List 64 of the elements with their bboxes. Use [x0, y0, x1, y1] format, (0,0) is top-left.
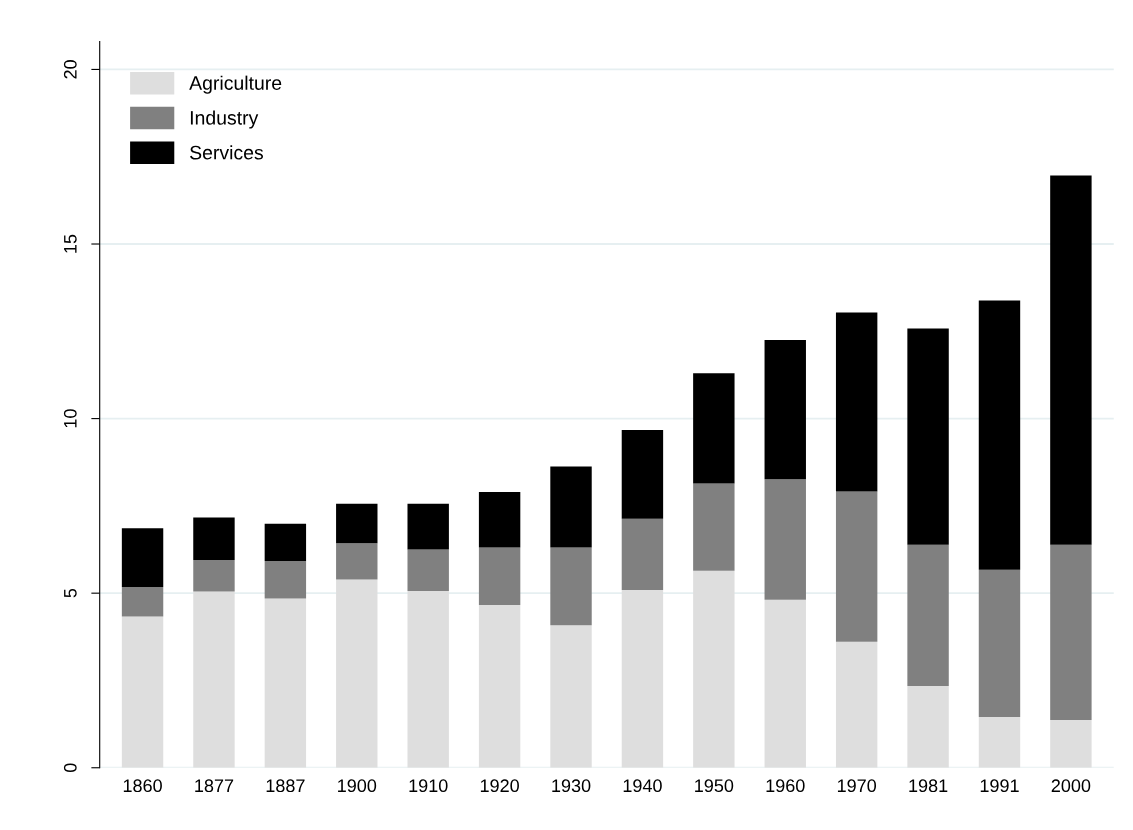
x-tick-label: 2000 — [1051, 779, 1091, 793]
bar — [264, 561, 307, 599]
bar — [121, 586, 164, 617]
x-tick-label: 1981 — [909, 779, 948, 793]
bar — [835, 312, 878, 492]
bar — [478, 605, 521, 768]
x-tick-label: 1910 — [409, 779, 448, 793]
y-tick-label: 0 — [63, 763, 77, 773]
bar — [978, 569, 1021, 718]
bar — [621, 518, 664, 591]
bar — [478, 547, 521, 606]
x-tick-label: 1940 — [623, 779, 662, 793]
bar — [336, 579, 378, 768]
x-tick-label: 1900 — [338, 779, 377, 793]
bar — [1050, 544, 1092, 720]
y-tick-label: 5 — [64, 588, 77, 598]
bar — [764, 479, 806, 600]
bar — [693, 570, 735, 768]
legend-label: Services — [190, 145, 264, 160]
bar — [336, 543, 378, 580]
bar — [407, 549, 449, 592]
bar — [907, 686, 949, 768]
bar — [550, 547, 592, 626]
bar — [193, 560, 235, 592]
bar — [764, 340, 806, 480]
bar — [835, 491, 878, 642]
bar — [407, 503, 449, 550]
bar — [478, 491, 521, 548]
legend-label: Agriculture — [189, 75, 282, 94]
bar — [336, 503, 378, 544]
x-tick-label: 1887 — [266, 779, 305, 793]
bar — [121, 528, 164, 587]
bar — [907, 544, 949, 687]
bar — [764, 599, 806, 768]
bar — [550, 466, 592, 548]
bar — [407, 591, 449, 768]
bar — [621, 590, 664, 768]
x-tick-label: 1930 — [552, 779, 591, 793]
x-tick-label: 1970 — [837, 779, 877, 793]
y-tick-label: 20 — [63, 60, 77, 79]
bar — [193, 517, 235, 560]
bar — [193, 591, 235, 768]
legend-label: Industry — [190, 110, 259, 129]
x-tick-label: 1860 — [123, 779, 162, 793]
bar — [835, 641, 878, 768]
x-tick-label: 1960 — [766, 779, 805, 793]
y-tick-label: 10 — [63, 409, 77, 428]
x-tick-label: 1920 — [480, 779, 519, 793]
bar — [264, 523, 307, 562]
bar — [550, 625, 592, 768]
bar — [1050, 175, 1092, 545]
x-tick-label: 1991 — [980, 779, 1019, 793]
bar — [693, 483, 735, 571]
bar — [693, 373, 735, 484]
bar — [621, 430, 664, 519]
x-tick-label: 1877 — [195, 779, 234, 793]
bar — [978, 300, 1021, 570]
y-tick-label: 15 — [64, 234, 77, 253]
x-tick-label: 1950 — [695, 779, 734, 793]
bar — [907, 328, 949, 545]
bar — [1050, 719, 1092, 768]
bar — [121, 616, 164, 768]
bar — [978, 717, 1021, 768]
bar — [264, 598, 307, 768]
